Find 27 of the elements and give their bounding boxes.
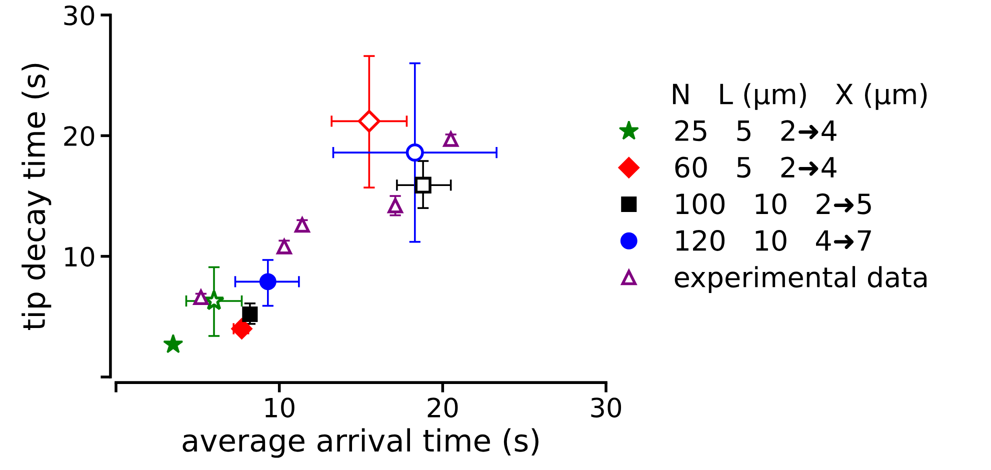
point [242,306,258,322]
x-axis-title: average arrival time (s) [182,428,538,458]
legend-label: 100 10 2➜5 [676,193,871,214]
point [276,239,292,254]
point [163,334,184,354]
legend-label: 60 5 2➜4 [675,156,836,178]
legend-title: N L (µm) X (µm) [673,83,927,110]
point [231,318,252,340]
legend-label: experimental data [674,266,926,293]
legend-label: 25 5 2➜4 [675,120,836,142]
x-tick-label: 20 [428,398,458,418]
x-tick-label: 30 [591,398,622,418]
point [294,217,310,233]
point [358,110,380,132]
point [406,144,424,162]
point [414,176,432,194]
legend-label: 120 10 4➜7 [676,230,871,251]
point [388,198,403,214]
point [443,132,458,147]
y-tick-label: 20 [64,126,94,146]
y-axis-title: tip decay time (s) [22,64,52,330]
point [193,290,209,305]
x-tick-label: 10 [265,398,294,418]
point [259,273,276,290]
point [203,290,225,310]
y-tick-label: 10 [65,246,94,267]
y-tick-label: 30 [64,5,94,26]
